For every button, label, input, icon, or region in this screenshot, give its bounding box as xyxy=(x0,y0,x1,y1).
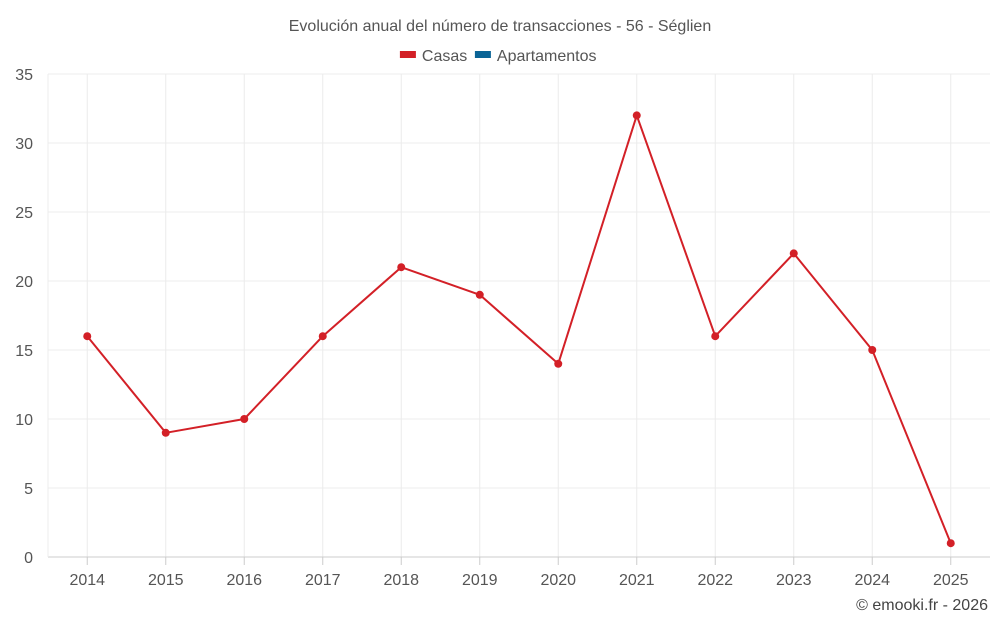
data-point[interactable] xyxy=(397,263,406,272)
x-tick-label: 2024 xyxy=(854,572,890,589)
y-tick-label: 15 xyxy=(15,343,33,360)
legend-label-apartamentos[interactable]: Apartamentos xyxy=(497,48,597,65)
x-tick-label: 2022 xyxy=(697,572,733,589)
legend-label-casas[interactable]: Casas xyxy=(422,48,467,65)
y-tick-label: 10 xyxy=(15,412,33,429)
y-tick-label: 0 xyxy=(24,550,33,567)
x-tick-label: 2019 xyxy=(462,572,498,589)
x-tick-label: 2020 xyxy=(540,572,576,589)
data-point[interactable] xyxy=(240,415,249,423)
x-tick-label: 2015 xyxy=(148,572,184,589)
y-tick-label: 5 xyxy=(24,481,33,498)
x-tick-label: 2025 xyxy=(933,572,969,589)
legend: Casas Apartamentos xyxy=(399,48,597,65)
y-tick-label: 25 xyxy=(15,205,33,222)
legend-swatch-casas[interactable] xyxy=(399,51,416,58)
credit-text: © emooki.fr - 2026 xyxy=(856,597,988,614)
data-point[interactable] xyxy=(789,249,798,258)
x-tick-label: 2014 xyxy=(69,572,105,589)
x-tick-label: 2023 xyxy=(776,572,812,589)
data-point[interactable] xyxy=(554,359,563,368)
data-point[interactable] xyxy=(711,332,720,341)
series-layer xyxy=(83,111,955,548)
data-point[interactable] xyxy=(475,290,484,299)
data-point[interactable] xyxy=(318,332,327,341)
x-tick-label: 2017 xyxy=(305,572,341,589)
y-tick-label: 35 xyxy=(15,67,33,84)
y-tick-label: 30 xyxy=(15,136,33,153)
data-point[interactable] xyxy=(83,332,92,341)
y-tick-label: 20 xyxy=(15,274,33,291)
data-point[interactable] xyxy=(946,539,955,548)
data-point[interactable] xyxy=(161,428,170,437)
data-point[interactable] xyxy=(868,346,877,354)
x-tick-label: 2016 xyxy=(226,572,262,589)
legend-swatch-apartamentos[interactable] xyxy=(474,51,491,58)
series-line-casas xyxy=(86,114,952,544)
x-tick-label: 2021 xyxy=(619,572,655,589)
chart-title: Evolución anual del número de transaccio… xyxy=(289,18,711,35)
x-tick-label: 2018 xyxy=(383,572,419,589)
data-point[interactable] xyxy=(632,111,641,120)
grid xyxy=(48,73,990,557)
